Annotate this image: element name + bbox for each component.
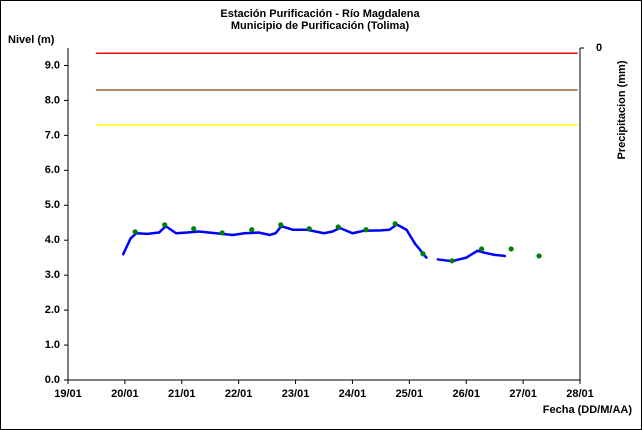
x-tick-label: 23/01 xyxy=(282,388,310,400)
data-point xyxy=(162,222,168,228)
y-tick-label: 7.0 xyxy=(45,129,60,141)
y-tick-label: 8.0 xyxy=(45,94,60,106)
y-tick-label: 5.0 xyxy=(45,199,60,211)
data-point xyxy=(363,227,369,233)
data-point xyxy=(278,222,284,228)
y-tick-label: 3.0 xyxy=(45,269,60,281)
x-tick-label: 26/01 xyxy=(452,388,480,400)
data-point xyxy=(132,229,138,235)
y-tick-label: 0.0 xyxy=(45,374,60,386)
y-tick-label: 6.0 xyxy=(45,164,60,176)
data-point xyxy=(335,224,341,230)
y-axis-label: Nivel (m) xyxy=(8,34,55,46)
data-point xyxy=(191,226,197,232)
x-tick-label: 22/01 xyxy=(225,388,253,400)
data-point xyxy=(536,253,542,259)
chart-subtitle: Municipio de Purificación (Tolima) xyxy=(231,20,410,32)
x-tick-label: 24/01 xyxy=(339,388,367,400)
x-tick-label: 19/01 xyxy=(54,388,82,400)
data-point xyxy=(508,246,514,252)
y-tick-label: 2.0 xyxy=(45,304,60,316)
data-point xyxy=(306,226,312,232)
y2-axis-label: Precipitacion (mm) xyxy=(616,60,628,159)
chart-title: Estación Purificación - Río Magdalena xyxy=(220,8,420,20)
x-tick-label: 20/01 xyxy=(111,388,139,400)
x-tick-label: 27/01 xyxy=(509,388,537,400)
data-point xyxy=(392,221,398,227)
y2-tick-label: 0 xyxy=(596,42,602,54)
x-tick-label: 25/01 xyxy=(396,388,424,400)
x-axis-label: Fecha (DD/M/AA) xyxy=(543,404,633,416)
data-point xyxy=(219,230,225,236)
data-point xyxy=(420,251,426,257)
x-tick-label: 21/01 xyxy=(168,388,196,400)
data-point xyxy=(449,258,455,264)
y-tick-label: 9.0 xyxy=(45,59,60,71)
y-tick-label: 1.0 xyxy=(45,339,60,351)
x-tick-label: 28/01 xyxy=(566,388,594,400)
data-point xyxy=(478,246,485,252)
y-tick-label: 4.0 xyxy=(45,234,60,246)
data-point xyxy=(249,227,255,233)
